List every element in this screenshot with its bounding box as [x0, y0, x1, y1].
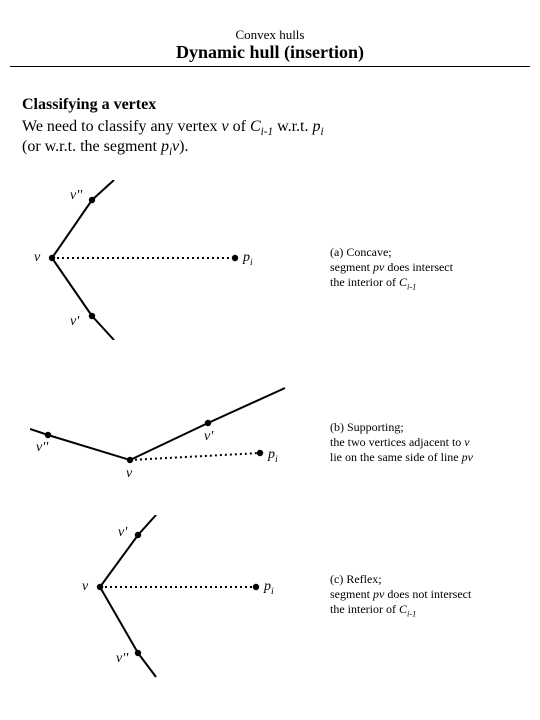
var-p-sub: i: [250, 257, 253, 268]
label-pi: pi: [268, 447, 278, 465]
caption-a: (a) Concave; segment pv does intersect t…: [330, 245, 520, 293]
caption-b: (b) Supporting; the two vertices adjacen…: [330, 420, 520, 465]
var-pv: pv: [373, 587, 384, 601]
caption-title: (b) Supporting;: [330, 420, 404, 434]
var-C-sub: i-1: [407, 282, 416, 291]
label-vpp: v'': [70, 188, 82, 204]
label-vpp: v'': [36, 440, 48, 456]
text: the two vertices adjacent to: [330, 435, 464, 449]
label-vp: v': [118, 525, 127, 541]
text: of: [229, 118, 250, 135]
text: segment: [330, 260, 373, 274]
var-C-sub: i-1: [407, 609, 416, 618]
label-vp: v': [204, 429, 213, 445]
var-C: C: [399, 602, 407, 616]
var-p: p: [264, 579, 271, 594]
text: (or w.r.t. the segment: [22, 138, 161, 155]
label-pi: pi: [243, 250, 253, 268]
var-p-sub: i: [320, 126, 323, 138]
text: We need to classify any vertex: [22, 118, 222, 135]
figure-b-svg: [30, 380, 300, 490]
caption-title: (c) Reflex;: [330, 572, 382, 586]
label-v: v: [34, 250, 40, 266]
label-vpp: v'': [116, 651, 128, 667]
label-vp: v': [70, 314, 79, 330]
label-v: v: [126, 466, 132, 482]
text: ).: [179, 138, 188, 155]
header-rule: [10, 66, 530, 67]
caption-title: (a) Concave;: [330, 245, 392, 259]
var-C: C: [399, 275, 407, 289]
text: does intersect: [384, 260, 453, 274]
var-v: v: [464, 435, 469, 449]
header-title: Dynamic hull (insertion): [0, 42, 540, 63]
var-p: p: [243, 250, 250, 265]
text: does not intersect: [384, 587, 471, 601]
var-p-sub: i: [275, 454, 278, 465]
var-p-sub: i: [271, 586, 274, 597]
text: the interior of: [330, 602, 399, 616]
caption-c: (c) Reflex; segment pv does not intersec…: [330, 572, 520, 620]
var-pv: pv: [373, 260, 384, 274]
var-p: p: [161, 138, 169, 155]
var-p: p: [268, 447, 275, 462]
text: lie on the same side of line: [330, 450, 462, 464]
figure-c-svg: [60, 515, 310, 685]
body-line-1: We need to classify any vertex v of Ci-1…: [22, 118, 324, 138]
label-pi: pi: [264, 579, 274, 597]
body-line-2: (or w.r.t. the segment piv).: [22, 138, 188, 158]
var-C-sub: i-1: [261, 126, 273, 138]
var-v: v: [222, 118, 229, 135]
var-C: C: [250, 118, 261, 135]
text: the interior of: [330, 275, 399, 289]
page-root: Convex hulls Dynamic hull (insertion) Cl…: [0, 0, 540, 720]
section-heading: Classifying a vertex: [22, 96, 156, 114]
label-v: v: [82, 579, 88, 595]
text: segment: [330, 587, 373, 601]
var-pv: pv: [462, 450, 473, 464]
header-supertitle: Convex hulls: [0, 27, 540, 43]
text: w.r.t.: [273, 118, 312, 135]
